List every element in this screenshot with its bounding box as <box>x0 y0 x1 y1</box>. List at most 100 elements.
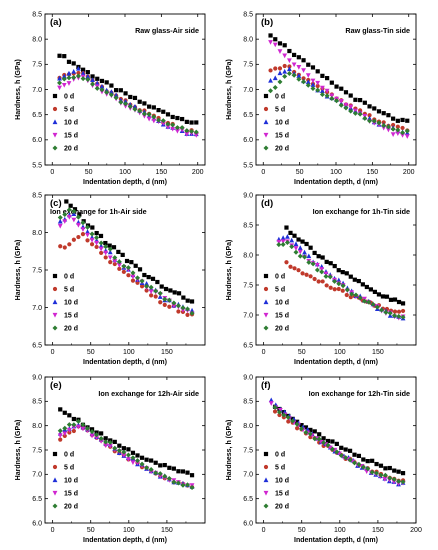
data-point <box>306 259 312 265</box>
legend-label: 20 d <box>275 146 289 153</box>
data-point <box>404 134 410 139</box>
legend-marker <box>263 145 269 151</box>
x-tick-label: 150 <box>372 349 384 356</box>
data-point <box>98 439 104 444</box>
data-point <box>112 258 118 264</box>
data-point <box>113 95 119 101</box>
data-point <box>194 120 199 125</box>
data-point <box>358 97 363 103</box>
data-point <box>112 255 118 261</box>
y-tick-label: 9.0 <box>243 192 253 199</box>
data-point <box>292 233 297 238</box>
data-point <box>323 273 329 279</box>
legend-label: 20 d <box>275 504 289 511</box>
data-point <box>376 109 382 114</box>
x-tick-label: 200 <box>192 169 204 176</box>
data-point <box>75 73 81 79</box>
data-point <box>66 70 72 76</box>
data-point <box>153 460 158 465</box>
data-point <box>113 92 119 98</box>
data-point <box>77 212 82 217</box>
data-point <box>135 458 141 464</box>
data-point <box>310 82 316 87</box>
data-point <box>85 70 90 75</box>
data-point <box>168 288 173 293</box>
y-tick-label: 7.0 <box>32 472 42 479</box>
data-point <box>103 250 109 256</box>
data-point <box>344 271 349 276</box>
data-point <box>118 88 123 93</box>
legend-label: 20 d <box>64 326 78 333</box>
data-point <box>273 37 278 42</box>
data-point <box>294 421 300 427</box>
data-point <box>128 94 133 100</box>
data-point <box>76 424 81 430</box>
data-point <box>386 113 391 118</box>
y-tick-label: 8.5 <box>243 11 253 18</box>
data-point <box>378 472 384 478</box>
y-axis-label: Hardness, h (GPa) <box>226 59 233 120</box>
data-point <box>348 108 354 114</box>
data-point <box>300 239 305 244</box>
data-point <box>396 309 402 314</box>
data-point <box>314 262 320 268</box>
data-point <box>329 446 335 452</box>
data-point <box>336 277 342 283</box>
legend-label: 5 d <box>275 465 285 472</box>
legend-label: 15 d <box>275 313 289 320</box>
data-point <box>175 480 181 486</box>
data-point <box>293 246 299 251</box>
data-point <box>148 289 154 295</box>
data-point <box>120 252 125 257</box>
data-point <box>189 473 195 478</box>
x-tick-label: 50 <box>87 349 95 356</box>
data-point <box>124 258 130 264</box>
data-point <box>149 293 154 298</box>
panel-c: 0 50 100 150 6.5 7.0 7.5 8.0 8.5 Indentation dept… <box>15 192 206 366</box>
data-point <box>325 442 331 448</box>
data-point <box>85 425 91 431</box>
y-tick-label: 8.5 <box>32 192 42 199</box>
data-point <box>289 237 295 243</box>
y-tick-label: 7.5 <box>243 282 253 289</box>
data-point <box>189 310 195 316</box>
data-point <box>137 99 142 104</box>
data-point <box>62 219 68 224</box>
panel-e: 0 50 100 150 6.0 6.5 7.0 7.5 8.0 8.5 9.0 Indentatio… <box>15 374 206 544</box>
data-point <box>107 243 112 248</box>
data-point <box>392 309 398 314</box>
data-point <box>137 108 143 114</box>
data-point <box>175 128 180 134</box>
data-point <box>75 214 81 220</box>
data-point <box>90 77 95 83</box>
data-point <box>277 408 283 413</box>
data-point <box>165 121 171 127</box>
data-point <box>94 240 99 246</box>
panel-label: (d) <box>261 198 273 209</box>
data-point <box>299 423 304 428</box>
data-point <box>103 443 109 449</box>
data-point <box>116 448 122 454</box>
data-point <box>315 87 321 93</box>
data-point <box>334 441 339 446</box>
legend-label: 5 d <box>64 465 74 472</box>
y-tick-label: 7.0 <box>243 312 253 319</box>
data-point <box>94 432 100 438</box>
data-point <box>297 253 303 259</box>
x-tick-label: 100 <box>334 527 346 534</box>
data-point <box>85 232 90 238</box>
data-point <box>387 310 393 316</box>
data-point <box>98 436 104 442</box>
x-tick-label: 100 <box>123 349 135 356</box>
data-point <box>353 292 359 298</box>
data-point <box>374 470 380 476</box>
y-axis-label: Hardness, h (GPa) <box>226 420 233 481</box>
data-point <box>400 308 406 314</box>
data-point <box>153 470 159 476</box>
data-point <box>71 428 76 434</box>
data-point <box>340 283 346 289</box>
data-point <box>185 306 191 312</box>
x-tick-label: 0 <box>262 349 266 356</box>
data-point <box>80 426 86 432</box>
data-point <box>400 130 406 136</box>
